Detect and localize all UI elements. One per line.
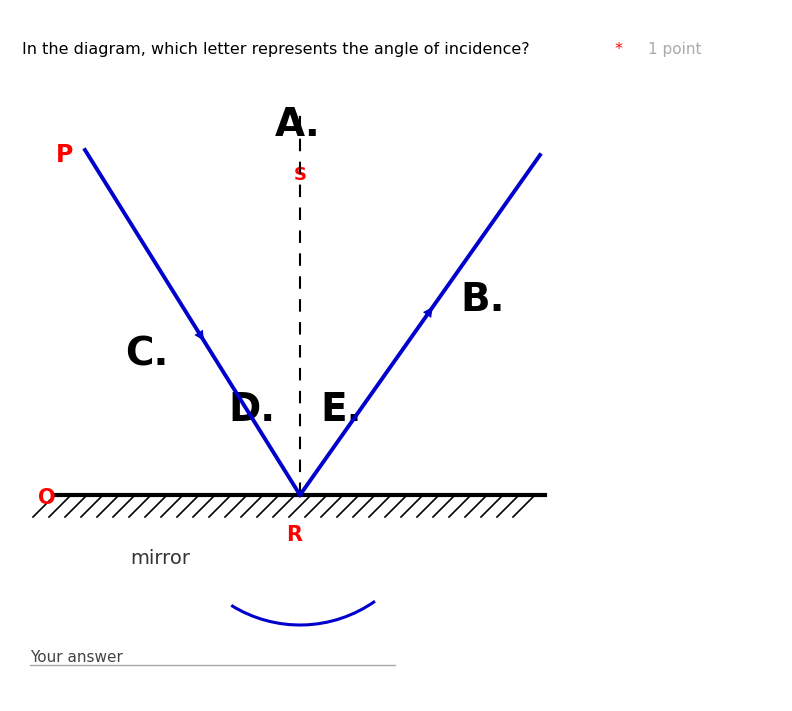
Text: R: R (286, 525, 302, 545)
Text: E.: E. (320, 391, 361, 429)
Text: A.: A. (275, 106, 321, 144)
Text: Your answer: Your answer (30, 650, 123, 665)
Text: *: * (610, 42, 623, 57)
Text: B.: B. (460, 281, 505, 319)
Text: mirror: mirror (130, 548, 190, 567)
Text: 1 point: 1 point (648, 42, 702, 57)
Text: In the diagram, which letter represents the angle of incidence?: In the diagram, which letter represents … (22, 42, 530, 57)
Text: P: P (56, 143, 74, 167)
Text: D.: D. (228, 391, 275, 429)
Text: O: O (38, 488, 55, 508)
Text: C.: C. (125, 336, 169, 374)
Text: S: S (294, 166, 307, 184)
